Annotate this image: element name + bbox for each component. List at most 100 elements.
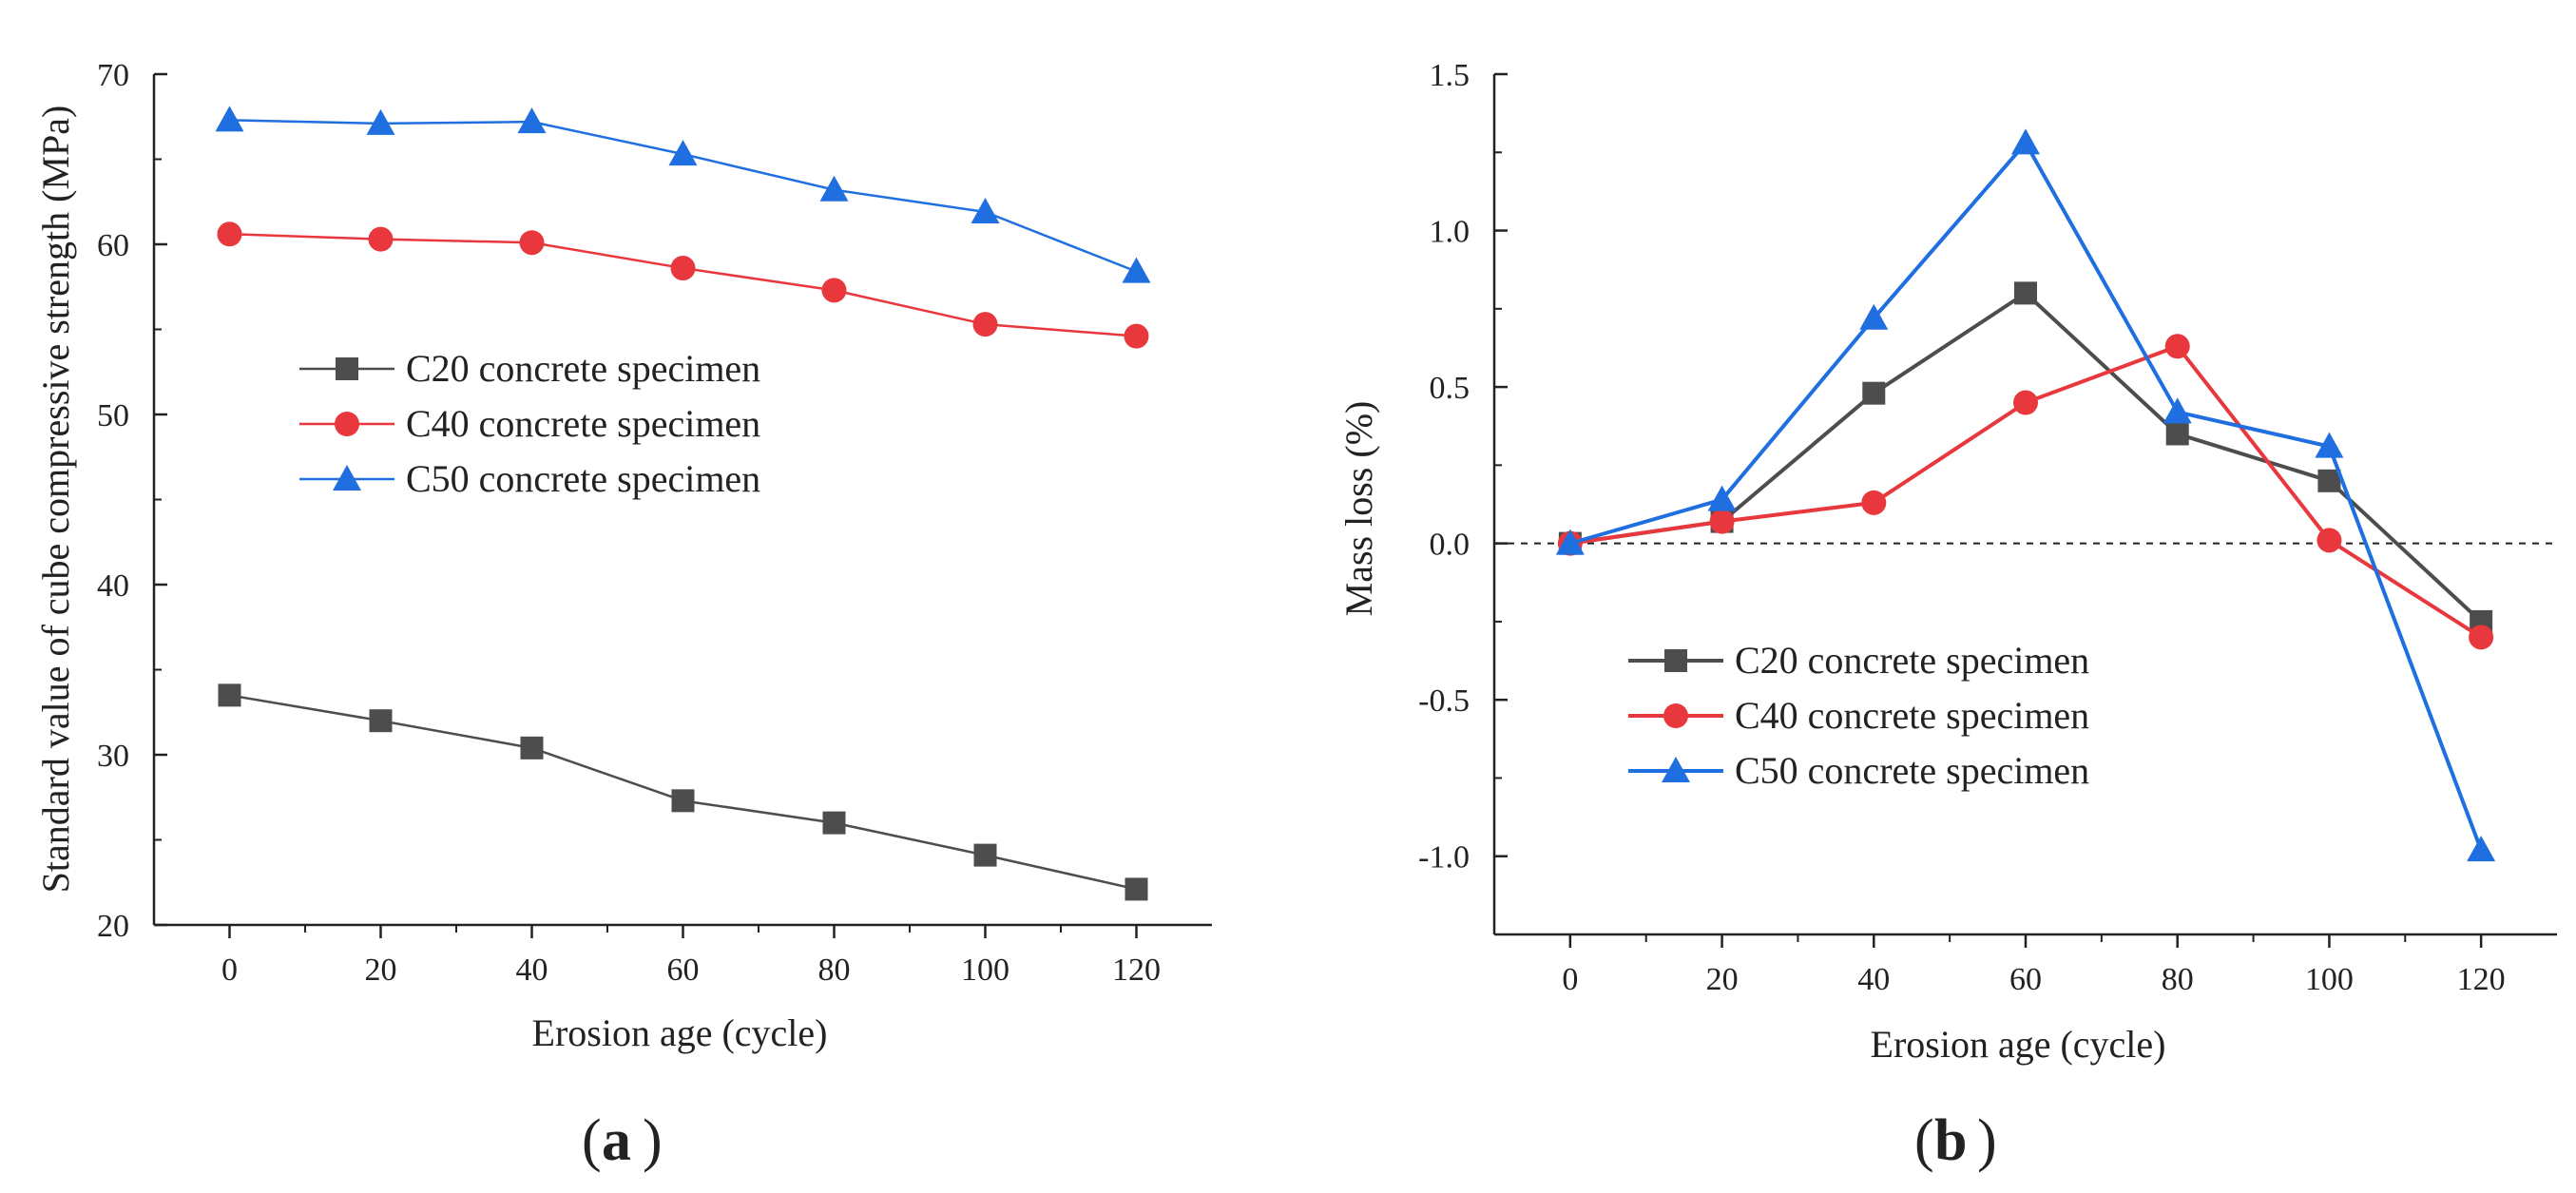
x-tick-label: 60	[667, 952, 700, 988]
y-tick-label: 20	[97, 909, 129, 944]
legend-label: C50 concrete specimen	[406, 457, 760, 500]
caption-label-a: a	[602, 1108, 631, 1173]
y-tick-label: 0.0	[1430, 528, 1471, 563]
data-point	[2467, 836, 2496, 862]
data-point	[517, 107, 547, 134]
data-point	[2013, 390, 2038, 415]
series-c50	[215, 106, 1151, 283]
x-tick-label: 20	[1706, 962, 1739, 997]
y-tick-label: 60	[97, 228, 129, 263]
legend-label: C20 concrete specimen	[1735, 639, 2089, 682]
x-tick-label: 100	[2305, 962, 2354, 997]
data-point	[2316, 528, 2342, 553]
data-point	[972, 312, 998, 337]
legend-marker	[1663, 703, 1688, 728]
data-point	[2163, 397, 2192, 424]
axes-a: 20 30 40 50 60 70 0 20 40 60 80 100 120	[97, 58, 1212, 988]
data-point	[670, 256, 696, 281]
x-axis-title-a: Erosion age (cycle)	[532, 1011, 828, 1054]
series-c50	[1555, 128, 2496, 862]
data-point	[2469, 625, 2494, 650]
data-point	[2011, 128, 2040, 155]
x-tick-label: 20	[365, 952, 397, 988]
data-point	[1709, 509, 1735, 534]
y-tick-label: 30	[97, 739, 129, 774]
data-point	[2317, 469, 2341, 492]
y-tick-label: -0.5	[1418, 683, 1470, 719]
x-tick-label: 40	[1857, 962, 1890, 997]
y-tick-label: 70	[97, 58, 129, 93]
data-point	[519, 230, 545, 256]
caption-close-a: )	[643, 1108, 663, 1173]
data-point	[1859, 303, 1889, 330]
data-point	[821, 278, 847, 303]
data-point	[668, 140, 698, 166]
series-group-a	[215, 106, 1151, 901]
data-point	[1125, 877, 1148, 901]
x-tick-label: 100	[961, 952, 1009, 988]
series-group-b	[1555, 128, 2496, 862]
legend-label: C40 concrete specimen	[406, 402, 760, 445]
series-c40	[217, 221, 1149, 349]
data-point	[1555, 529, 1585, 555]
data-point	[368, 226, 394, 252]
data-point	[1862, 381, 1886, 405]
data-point	[1861, 490, 1887, 515]
chart-panel-b: -1.0 -0.5 0.0 0.5 1.0 1.5 0 20 40 60 80 100 120 C20 …	[1337, 58, 2557, 1173]
y-axis-title-b: Mass loss (%)	[1337, 401, 1380, 617]
legend-marker	[1662, 757, 1690, 782]
x-tick-label: 80	[2162, 962, 2194, 997]
caption-open-b: (	[1914, 1108, 1934, 1173]
y-tick-label: 40	[97, 568, 129, 604]
caption-open-a: (	[582, 1108, 602, 1173]
x-tick-label: 0	[1562, 962, 1578, 997]
legend-label: C50 concrete specimen	[1735, 749, 2089, 792]
data-point	[2315, 432, 2344, 458]
x-tick-label: 120	[2457, 962, 2506, 997]
data-point	[366, 108, 395, 135]
series-c20	[218, 683, 1148, 901]
legend-marker	[335, 412, 359, 436]
axes-b: -1.0 -0.5 0.0 0.5 1.0 1.5 0 20 40 60 80 100 120	[1418, 58, 2557, 997]
data-point	[1124, 323, 1149, 349]
series-c40	[1557, 334, 2494, 650]
chart-panel-a: 20 30 40 50 60 70 0 20 40 60 80 100 120 C20 concrete…	[34, 58, 1212, 1173]
series-line	[1569, 291, 2483, 624]
data-point	[369, 709, 393, 733]
series-c20	[1558, 281, 2493, 633]
data-point	[217, 221, 242, 247]
caption-close-b: )	[1977, 1108, 1997, 1173]
x-tick-label: 80	[818, 952, 851, 988]
legend-label: C40 concrete specimen	[1735, 694, 2089, 737]
data-point	[971, 197, 1000, 223]
legend-a: C20 concrete specimen C40 concrete specim…	[299, 347, 760, 500]
data-point	[1122, 257, 1151, 283]
data-point	[2014, 281, 2037, 305]
x-tick-label: 60	[2009, 962, 2042, 997]
data-point	[215, 106, 244, 132]
y-tick-label: 0.5	[1430, 371, 1471, 406]
data-point	[822, 811, 846, 835]
caption-label-b: b	[1934, 1108, 1967, 1173]
y-axis-title-a: Standard value of cube compressive stren…	[34, 106, 77, 894]
series-line	[229, 233, 1137, 337]
y-tick-label: -1.0	[1418, 840, 1470, 876]
data-point	[2164, 334, 2190, 359]
y-tick-label: 50	[97, 398, 129, 433]
x-tick-label: 0	[221, 952, 238, 988]
data-point	[671, 789, 695, 813]
legend-marker	[333, 465, 361, 491]
legend-marker	[1664, 649, 1687, 672]
y-tick-label: 1.0	[1430, 215, 1471, 250]
data-point	[520, 736, 544, 760]
data-point	[2165, 422, 2189, 446]
x-tick-label: 40	[516, 952, 548, 988]
x-tick-label: 120	[1112, 952, 1161, 988]
x-axis-title-b: Erosion age (cycle)	[1871, 1023, 2166, 1066]
legend-label: C20 concrete specimen	[406, 347, 760, 390]
data-point	[973, 843, 997, 867]
legend-b: C20 concrete specimen C40 concrete specim…	[1628, 639, 2089, 792]
data-point	[218, 683, 241, 707]
data-point	[819, 175, 849, 202]
